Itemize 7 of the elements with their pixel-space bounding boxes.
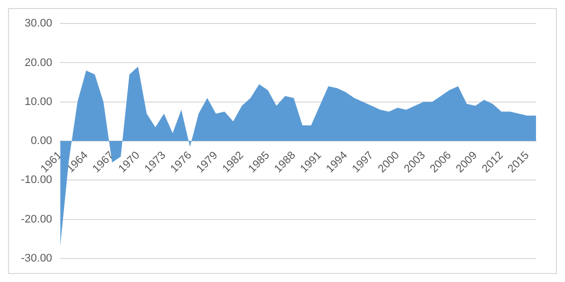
y-tick-label: -20.00: [20, 213, 52, 226]
y-tick-label: 0.00: [30, 135, 52, 148]
y-tick-label: 10.00: [24, 96, 52, 108]
y-tick-label: -10.00: [20, 174, 52, 186]
y-tick-label: 30.00: [24, 18, 52, 30]
y-tick-label: 20.00: [24, 56, 52, 69]
y-tick-label: -30.00: [20, 252, 52, 264]
